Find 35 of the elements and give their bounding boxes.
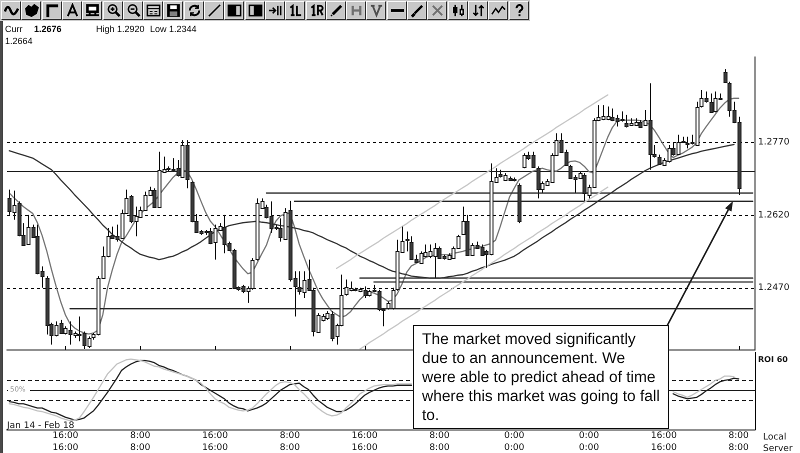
category-label: 16:00 (202, 442, 228, 453)
category-label: 0:00 (504, 442, 524, 453)
y-tick-label: 1.2620 (758, 210, 790, 220)
x-tick-label: 16:00 (650, 430, 678, 441)
x2-axis-title: Server (763, 444, 793, 453)
category-label: 8:00 (280, 442, 300, 453)
x-tick-label: 16:00 (352, 430, 378, 441)
x-axis-title: Local (763, 432, 786, 442)
y-tick-label: 1.2470 (758, 283, 790, 294)
text: 1.2676 (34, 24, 62, 35)
x-tick-label: 0:00 (504, 430, 525, 441)
candlestick (522, 152, 526, 169)
text: Curr (5, 24, 22, 35)
text: 1.2664 (5, 36, 33, 47)
x-tick-label: 8:00 (728, 430, 750, 441)
y-tick-label: 1.2770 (758, 137, 790, 148)
x-tick-label: 16:00 (52, 430, 79, 441)
text: High 1.2920 (96, 24, 145, 35)
x-tick-label: 8:00 (280, 430, 300, 441)
x-tick-label: 8:00 (429, 430, 450, 441)
x-tick-label: 16:00 (202, 430, 228, 441)
annotation: Jan 14 - Feb 18 (6, 420, 75, 431)
text: Low 1.2344 (150, 24, 197, 35)
x-tick-label: 8:00 (130, 430, 151, 441)
annotation: The market moved significantly due to an announcement. We were able to predict ahead of time where this market was going to fall to. (413, 325, 669, 429)
text: ROI 60 (758, 355, 788, 364)
x-tick-label: 0:00 (578, 430, 600, 441)
category-label: 16:00 (52, 442, 78, 453)
category-label: 8:00 (728, 442, 749, 453)
category-label: 0:00 (578, 442, 600, 453)
category-label: 16:00 (650, 442, 677, 453)
candlestick (710, 92, 714, 113)
category-label: 8:00 (429, 442, 450, 453)
category-label: 8:00 (130, 442, 150, 453)
category-label: 16:00 (352, 442, 378, 453)
